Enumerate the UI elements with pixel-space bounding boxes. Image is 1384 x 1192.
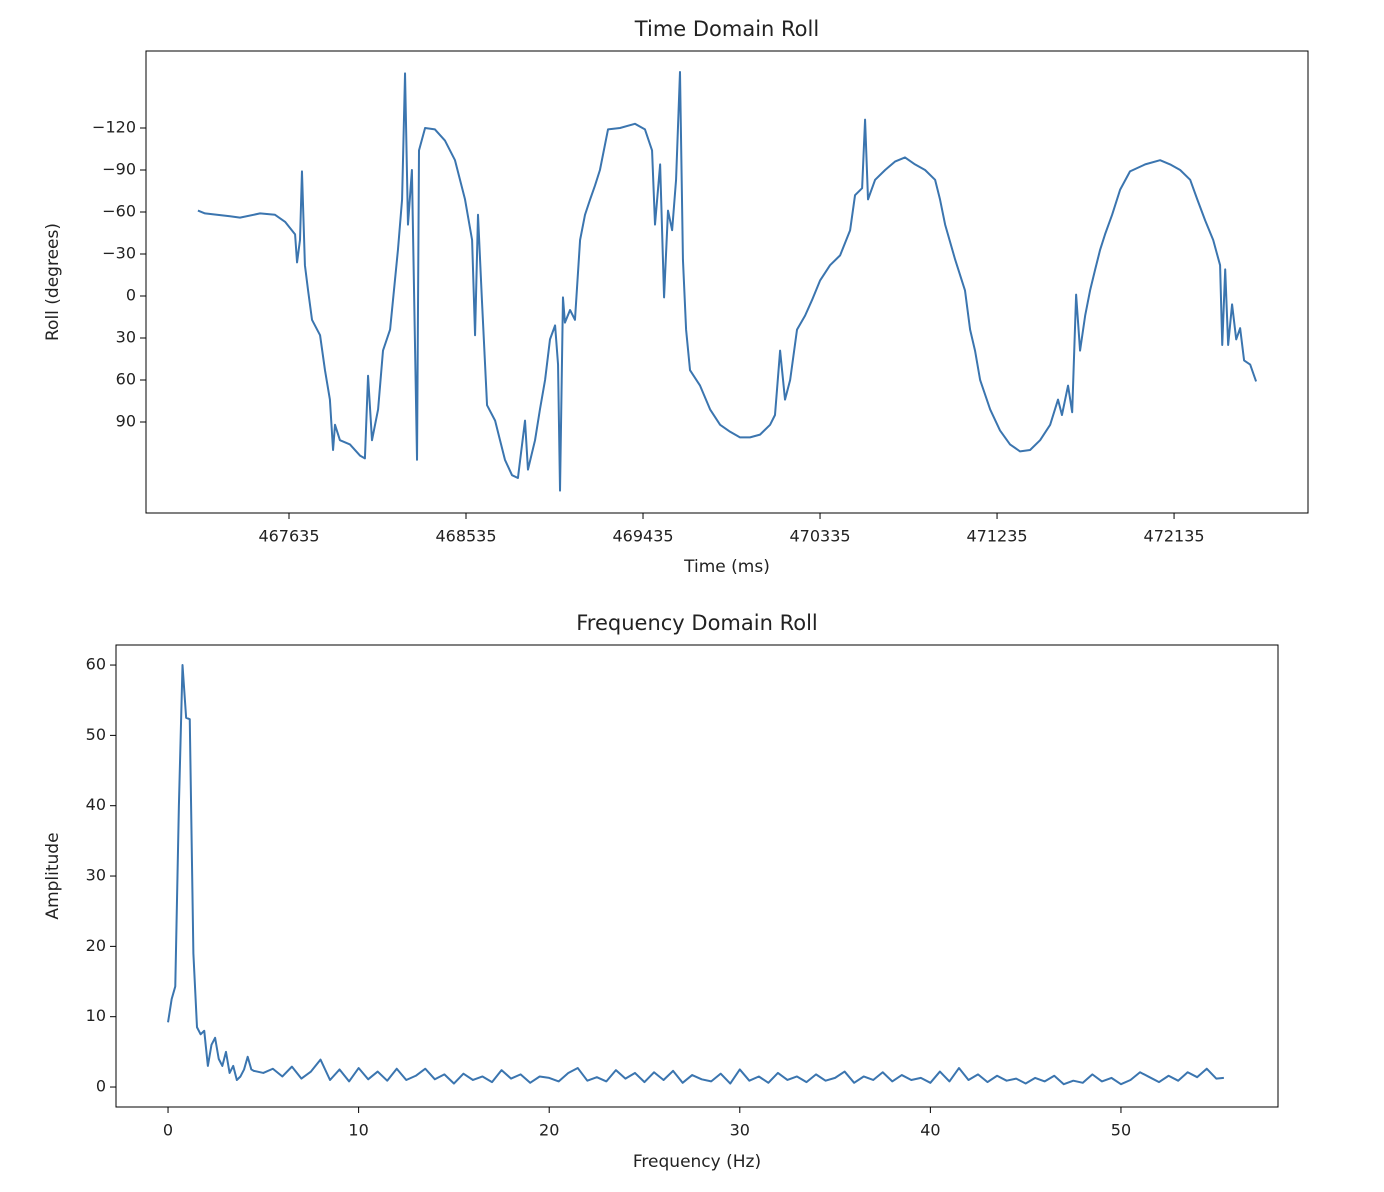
x-tick-label: 0: [163, 1121, 173, 1140]
y-tick-label: 10: [86, 1006, 106, 1025]
y-tick-label: −60: [102, 202, 136, 221]
x-tick-label: 50: [1111, 1121, 1131, 1140]
y-tick-label: −30: [102, 244, 136, 263]
data-line: [197, 71, 1258, 492]
x-tick-label: 40: [920, 1121, 940, 1140]
x-tick-label: 468535: [435, 527, 496, 546]
y-axis-label: Roll (degrees): [43, 223, 63, 341]
x-tick-label: 472135: [1144, 527, 1205, 546]
x-tick-label: 471235: [967, 527, 1028, 546]
y-tick-label: −120: [92, 118, 136, 137]
x-tick-label: 470335: [789, 527, 850, 546]
y-tick-label: 40: [86, 795, 106, 814]
y-tick-label: −90: [102, 160, 136, 179]
x-tick-label: 469435: [612, 527, 673, 546]
x-tick-label: 20: [539, 1121, 559, 1140]
plot-frame: [115, 644, 1279, 1108]
y-tick-label: 30: [86, 866, 106, 885]
plot-frame: [145, 50, 1309, 514]
chart-title: Frequency Domain Roll: [576, 611, 818, 635]
y-tick-label: 90: [116, 412, 136, 431]
chart-title: Time Domain Roll: [634, 17, 819, 41]
y-axis-label: Amplitude: [43, 832, 63, 919]
data-line: [167, 664, 1224, 1086]
y-tick-label: 60: [116, 370, 136, 389]
y-tick-label: 30: [116, 328, 136, 347]
x-tick-label: 30: [730, 1121, 750, 1140]
x-tick-label: 467635: [258, 527, 319, 546]
y-tick-label: 50: [86, 725, 106, 744]
x-axis-label: Time (ms): [683, 557, 770, 577]
x-tick-label: 10: [348, 1121, 368, 1140]
y-tick-label: 0: [96, 1077, 106, 1096]
y-tick-label: 0: [126, 286, 136, 305]
x-axis-label: Frequency (Hz): [633, 1152, 761, 1172]
y-tick-label: 20: [86, 936, 106, 955]
y-tick-label: 60: [86, 655, 106, 674]
